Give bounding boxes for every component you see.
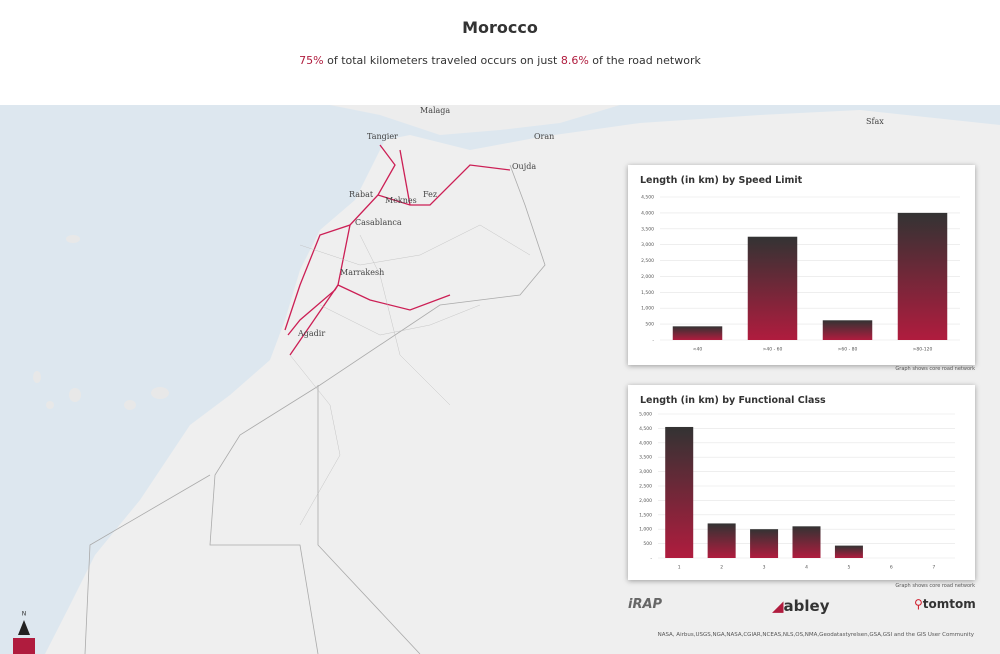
city-label: Sfax [866,117,884,126]
logo-text: tomtom [922,597,976,611]
y-tick-label: - [650,557,652,562]
y-tick-label: 4,000 [641,210,654,216]
x-tick-label: <40 [693,347,703,353]
y-tick-label: - [652,339,654,344]
x-tick-label: 1 [678,565,681,571]
subtitle-text: of total kilometers traveled occurs on j… [323,54,561,67]
north-arrow [18,620,30,635]
bar [822,320,873,340]
chart-note: Graph shows core road network [895,583,975,589]
city-label: Malaga [420,106,450,115]
city-label: Meknes [385,196,417,205]
y-tick-label: 1,000 [639,527,652,533]
highlight: 8.6% [560,54,589,67]
islands [33,235,169,410]
y-tick-label: 1,500 [639,512,652,518]
bar [897,212,948,340]
logo: ◢abley [772,597,830,615]
city-label: Casablanca [355,218,402,227]
y-tick-label: 3,500 [639,455,652,461]
x-tick-label: >40 - 60 [763,347,783,353]
chart: - 500 1,000 1,500 2,000 2,500 3,000 3,500 4,000 4… [641,195,960,353]
minor-roads [289,224,531,526]
y-tick-label: 500 [643,541,652,547]
x-tick-label: 3 [763,565,766,571]
y-tick-label: 2,000 [639,498,652,504]
city-label: Fez [423,190,437,199]
city-label: Tangier [367,132,398,141]
chart-panel: Length (in km) by Functional Class - 500 1,… [628,385,975,580]
toggle-button[interactable] [13,638,35,654]
bar [672,326,723,340]
chart-panel: Length (in km) by Speed Limit - 500 1,000 1,… [628,165,975,365]
header: Morocco 75% of total kilometers traveled… [0,0,1000,105]
bar [665,426,694,558]
y-tick-label: 1,500 [641,290,654,296]
y-tick-label: 3,000 [639,469,652,475]
city-label: Agadir [297,329,325,338]
y-tick-label: 5,000 [639,412,652,418]
bar [747,236,798,340]
chart-title: Length (in km) by Functional Class [640,395,826,406]
attribution: NASA, Airbus,USGS,NGA,NASA,CGIAR,NCEAS,N… [657,632,974,638]
chart-title: Length (in km) by Speed Limit [640,175,803,186]
x-tick-label: 7 [932,565,935,571]
city-label: Oujda [512,162,536,171]
y-tick-label: 2,500 [639,484,652,490]
city-label: Oran [534,132,554,141]
x-tick-label: >60 - 80 [838,347,858,353]
y-tick-label: 2,000 [641,274,654,280]
y-tick-label: 1,000 [641,306,654,312]
bar [750,529,779,558]
y-tick-label: 4,500 [639,426,652,432]
y-tick-label: 2,500 [641,258,654,264]
bar [707,523,736,558]
y-tick-label: 500 [645,322,654,328]
land [330,105,620,135]
borders [84,164,546,654]
roads [284,144,511,356]
x-tick-label: 5 [847,565,850,571]
y-tick-label: 4,500 [641,195,654,201]
city-label: Marrakesh [340,268,384,277]
subtitle: 75% of total kilometers traveled occurs … [0,54,1000,67]
subtitle-text: of the road network [588,54,701,67]
north-label: N [22,611,27,618]
logo: ⚲tomtom [914,597,976,611]
x-tick-label: >80-120 [913,347,933,353]
y-tick-label: 3,500 [641,226,654,232]
chart-note: Graph shows core road network [895,366,975,372]
logo-text: abley [783,597,830,615]
title: Morocco [462,18,538,37]
city-label: Rabat [349,190,374,199]
y-tick-label: 3,000 [641,242,654,248]
x-tick-label: 6 [890,565,893,571]
y-tick-label: 4,000 [639,440,652,446]
bar [792,526,821,558]
x-tick-label: 4 [805,565,808,571]
bar [834,545,863,558]
logo: iRAP [628,597,663,612]
chart: - 500 1,000 1,500 2,000 2,500 3,000 3,500 4,000 4… [639,412,955,571]
highlight: 75% [299,54,324,67]
x-tick-label: 2 [720,565,723,571]
